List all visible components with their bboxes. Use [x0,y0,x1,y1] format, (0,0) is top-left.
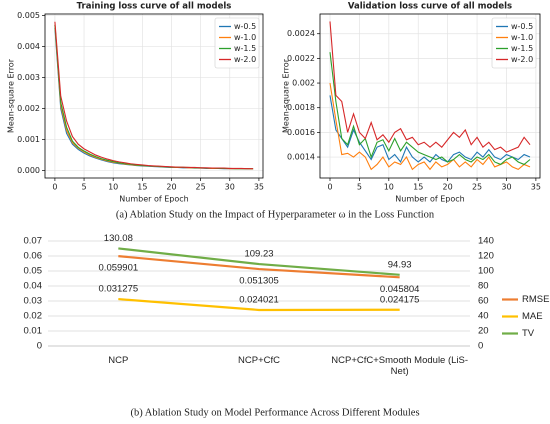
legend-label: w-1.0 [234,33,256,42]
x-axis-label: Number of Epoch [119,195,188,204]
axes-frame [319,13,541,179]
x-tick-label: 0 [327,183,332,192]
series-line [329,21,531,153]
caption: (b) Ablation Study on Model Performance … [130,407,419,418]
caption: (a) Ablation Study on the Impact of Hype… [116,209,435,220]
y-tick-label: 0.06 [24,251,43,262]
series-line [54,21,254,170]
data-label: 109.23 [244,249,273,260]
data-label: 0.051305 [239,276,279,287]
y-tick-label: 0.01 [24,326,43,337]
y-axis-label: Mean-square Error [7,58,16,133]
y-tick-label: 0.05 [24,266,43,277]
x-tick-label: 30 [501,183,511,192]
x-tick-label: 0 [52,183,57,192]
y2-tick-label: 60 [478,296,489,307]
legend-box [214,17,260,69]
x-tick-label: 15 [137,183,147,192]
series-line [329,52,531,166]
x-tick-label: 30 [225,183,235,192]
x-tick-label-box: NCP+CfC+Smooth Module (LiS-Net) [331,355,469,377]
x-tick-label: NCP [108,355,129,366]
y-tick-label: 0.0018 [287,103,315,112]
y-tick-label: 0.0022 [287,54,315,63]
series-line [118,297,400,312]
y2-tick-label: 40 [478,311,489,322]
y-tick-label: 0 [37,341,42,352]
y-tick-label: 0.005 [17,11,40,20]
chart-title: Training loss curve of all models [77,2,232,12]
x-tick-label: 5 [82,183,87,192]
legend-label: w-1.0 [511,33,533,42]
legend-label: RMSE [522,294,549,305]
legend-label: w-2.0 [234,55,256,64]
data-label: 0.045804 [380,284,420,295]
y-axis-label: Mean-square Error [282,58,291,133]
x-tick-label: 20 [166,183,176,192]
data-label: 0.031275 [99,284,139,295]
data-label: 0.024021 [239,294,279,305]
legend-label: w-2.0 [511,55,533,64]
y2-tick-label: 20 [478,326,489,337]
y2-tick-label: 0 [478,341,483,352]
x-tick-label: 20 [443,183,453,192]
x-tick-label: 15 [413,183,423,192]
y2-tick-label: 80 [478,281,489,292]
axes-frame [44,13,264,179]
data-label: 0.059901 [99,263,139,274]
chart: 0 0.01 0.02 0.03 0.04 0.05 0.06 0.07 0 20 40 60 80 10… [24,233,550,377]
x-axis-label: Number of Epoch [395,195,464,204]
data-label: 0.024175 [380,294,420,305]
legend-label: w-1.5 [511,44,533,53]
series-line [118,247,400,276]
x-tick-label: NCP+CfC [238,355,280,366]
y2-tick-label: 100 [478,266,494,277]
chart-title: Validation loss curve of all models [348,2,512,12]
x-tick-label: 35 [531,183,541,192]
y-tick-label: 0.002 [292,79,315,88]
x-tick-label: 10 [108,183,118,192]
y-tick-label: 0.001 [17,135,40,144]
y-tick-label: 0.07 [24,236,43,247]
y-tick-label: 0.003 [17,73,40,82]
y-tick-label: 0.004 [17,42,40,51]
legend-label: w-0.5 [511,22,533,31]
y-tick-label: 0.0016 [287,128,315,137]
y-tick-label: 0.04 [24,281,43,292]
series-line [329,95,531,164]
y-tick-label: 0.0024 [287,29,315,38]
x-tick-label: 25 [472,183,482,192]
x-tick-label: 5 [357,183,362,192]
x-tick-label: NCP+CfC+Smooth Module (LiS-Net) [331,355,469,377]
y2-tick-label: 120 [478,251,494,262]
y-tick-label: 0.000 [17,166,40,175]
x-tick-label-box: NCP+CfC [238,355,280,366]
x-tick-label-box: NCP [108,355,129,366]
series-line [329,82,531,171]
data-label: 130.08 [104,233,133,244]
y-tick-label: 0.0014 [287,153,315,162]
legend-label: MAE [522,311,543,322]
series-line [118,255,400,279]
x-tick-label: 25 [196,183,206,192]
legend-box [491,17,537,69]
x-tick-label: 10 [384,183,394,192]
y-tick-label: 0.03 [24,296,43,307]
x-tick-label: 35 [254,183,264,192]
y-tick-label: 0.02 [24,311,43,322]
legend-label: TV [522,328,535,339]
y2-tick-label: 140 [478,236,494,247]
legend-label: w-1.5 [234,44,256,53]
legend-label: w-0.5 [234,22,256,31]
data-label: 94.93 [388,259,412,270]
y-tick-label: 0.002 [17,104,40,113]
